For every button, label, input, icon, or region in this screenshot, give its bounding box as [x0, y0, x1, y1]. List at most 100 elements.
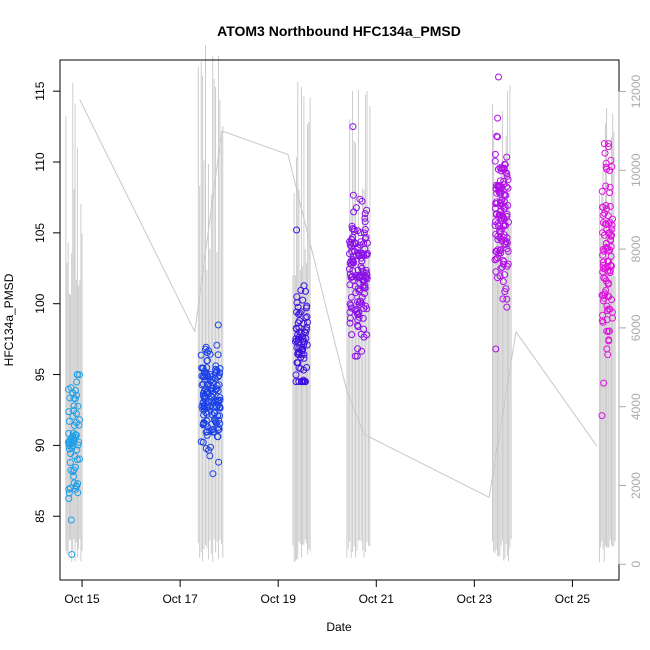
data-point	[72, 482, 80, 490]
data-point	[199, 421, 207, 429]
x-axis: Oct 15 Oct 17 Oct 19 Oct 21 Oct 23 Oct 25	[64, 579, 590, 606]
data-point	[200, 411, 208, 419]
data-point	[348, 222, 356, 230]
data-point	[602, 202, 610, 209]
data-point	[297, 378, 305, 386]
data-point	[503, 239, 511, 247]
data-point	[497, 190, 505, 198]
data-point	[496, 164, 504, 172]
data-point	[214, 426, 222, 434]
data-point	[603, 327, 611, 335]
data-point	[70, 466, 78, 474]
data-point	[604, 257, 612, 265]
data-point	[352, 204, 360, 212]
data-point	[492, 345, 500, 353]
data-point	[73, 378, 81, 386]
data-point	[214, 373, 222, 381]
data-point	[346, 238, 354, 246]
data-point	[348, 247, 356, 255]
data-point	[347, 293, 355, 301]
data-point	[303, 302, 311, 310]
data-point	[208, 387, 216, 395]
data-point	[296, 309, 304, 317]
data-point	[69, 390, 77, 397]
data-point	[362, 266, 370, 274]
data-point	[74, 441, 82, 449]
data-point	[209, 379, 217, 387]
data-point	[609, 314, 616, 322]
data-point	[361, 210, 369, 218]
altitude-transit-line	[221, 130, 289, 155]
data-point	[359, 268, 367, 276]
data-point	[496, 247, 504, 255]
y-tick-label: 100	[33, 293, 47, 313]
data-point	[66, 484, 74, 492]
data-point	[361, 271, 369, 279]
data-point	[605, 336, 613, 344]
data-point	[607, 236, 615, 244]
data-point	[209, 470, 217, 478]
data-point	[502, 191, 510, 199]
x-axis-label: Date	[326, 620, 352, 634]
data-point	[299, 376, 307, 384]
data-point	[199, 380, 207, 388]
data-point	[357, 238, 365, 246]
data-point	[604, 212, 612, 220]
data-point	[206, 427, 214, 435]
data-point	[214, 321, 222, 329]
data-point	[363, 331, 371, 339]
data-point	[65, 437, 73, 445]
data-point	[606, 203, 614, 210]
data-point	[606, 228, 614, 236]
data-point	[600, 140, 608, 148]
data-point	[499, 256, 507, 264]
data-point	[355, 313, 363, 321]
data-point	[360, 229, 368, 237]
data-point	[498, 225, 506, 233]
data-point	[603, 263, 611, 270]
data-point	[216, 369, 224, 377]
y-tick-label: 110	[33, 152, 47, 171]
data-point	[69, 437, 77, 445]
data-point	[199, 373, 207, 380]
data-point	[503, 303, 511, 311]
data-point	[211, 415, 219, 423]
altitude-line-layer	[65, 44, 616, 563]
data-point	[363, 251, 371, 259]
data-point	[494, 114, 502, 122]
y-tick-label: 115	[33, 81, 47, 100]
data-point	[608, 221, 616, 229]
data-point	[204, 373, 212, 381]
right-tick-label: 6000	[629, 314, 643, 341]
data-point	[504, 201, 512, 209]
data-point	[203, 389, 211, 396]
data-point	[207, 443, 214, 451]
data-point	[347, 302, 355, 309]
data-point	[354, 285, 362, 293]
data-point	[303, 313, 311, 321]
altitude-transit-line	[346, 390, 365, 435]
altitude-transit-line	[287, 154, 348, 392]
data-point	[491, 218, 499, 226]
x-tick-label: Oct 21	[359, 592, 395, 606]
y-tick-label: 105	[33, 223, 47, 243]
data-point	[501, 271, 509, 279]
data-point	[358, 293, 366, 301]
altitude-transit-line	[488, 331, 517, 498]
right-tick-label: 8000	[629, 235, 643, 262]
data-point	[212, 397, 220, 404]
data-point	[358, 264, 366, 272]
data-point	[216, 396, 224, 404]
data-point	[600, 294, 608, 302]
data-point	[301, 378, 309, 386]
data-point	[498, 263, 506, 271]
data-point	[76, 371, 83, 379]
data-point	[599, 311, 606, 319]
data-point	[74, 402, 82, 410]
data-points-layer	[64, 73, 616, 558]
data-point	[362, 302, 370, 310]
data-point	[599, 219, 607, 227]
data-point	[66, 459, 74, 466]
data-point	[348, 331, 356, 339]
data-point	[299, 296, 307, 304]
